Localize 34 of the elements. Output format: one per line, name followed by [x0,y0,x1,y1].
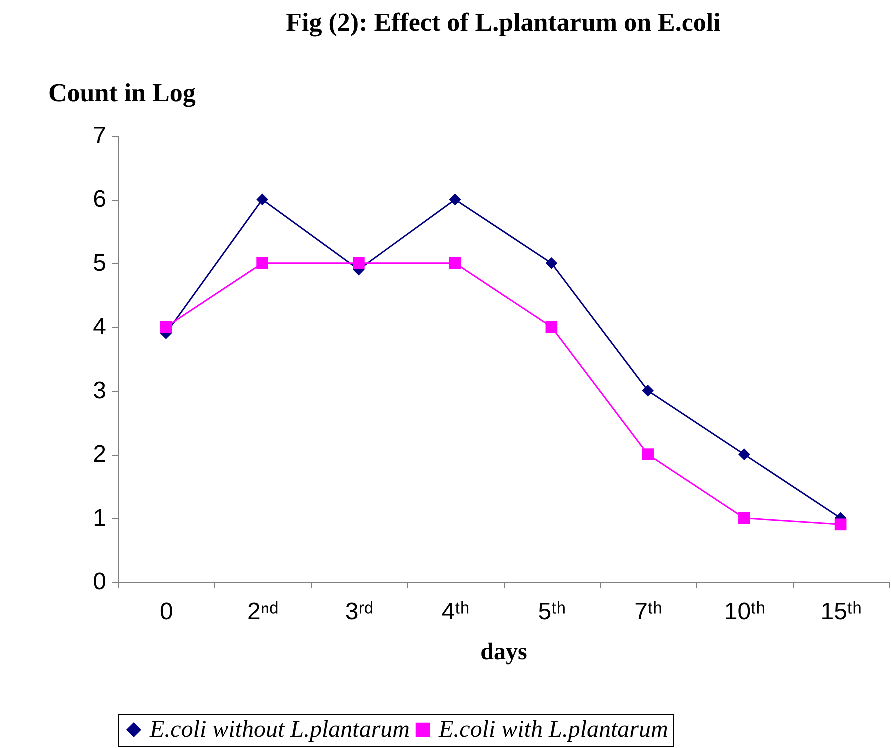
x-axis-title: days [480,640,528,666]
y-tick-label: 4 [93,314,106,341]
x-tick-label: 4ᵗʰ [442,598,470,626]
point [642,448,654,460]
point [449,258,462,270]
y-tick-label: 0 [93,568,106,596]
point [738,512,750,524]
y-tick-label: 6 [93,186,106,214]
chart-title: Fig (2): Effect of L.plantarum on E.coli [286,8,721,37]
point [449,194,462,206]
y-tick-label: 1 [93,504,106,532]
point [834,518,847,531]
point [160,321,172,334]
x-tick-label: 10ᵗʰ [724,598,766,626]
point [353,258,365,270]
point [642,384,654,397]
x-tick-label: 5ᵗʰ [538,598,566,626]
point [738,448,750,460]
x-tick-label: 15ᵗʰ [820,598,862,626]
y-tick-label: 5 [93,250,106,277]
legend-label: E.coli with L.plantarum [438,717,668,743]
legend-label: E.coli without L.plantarum [149,717,410,743]
y-tick-label: 7 [93,122,106,150]
point [256,258,268,270]
point [546,321,558,334]
point [256,194,268,206]
y-tick-label: 2 [93,441,106,468]
x-tick-label: 2ⁿᵈ [247,598,279,626]
x-tick-label: 0 [160,598,174,626]
x-tick-label: 3ʳᵈ [345,598,374,626]
point [546,258,558,270]
y-axis-title: Count in Log [48,78,196,108]
y-tick-label: 3 [93,377,106,404]
x-tick-label: 7ᵗʰ [634,598,662,626]
